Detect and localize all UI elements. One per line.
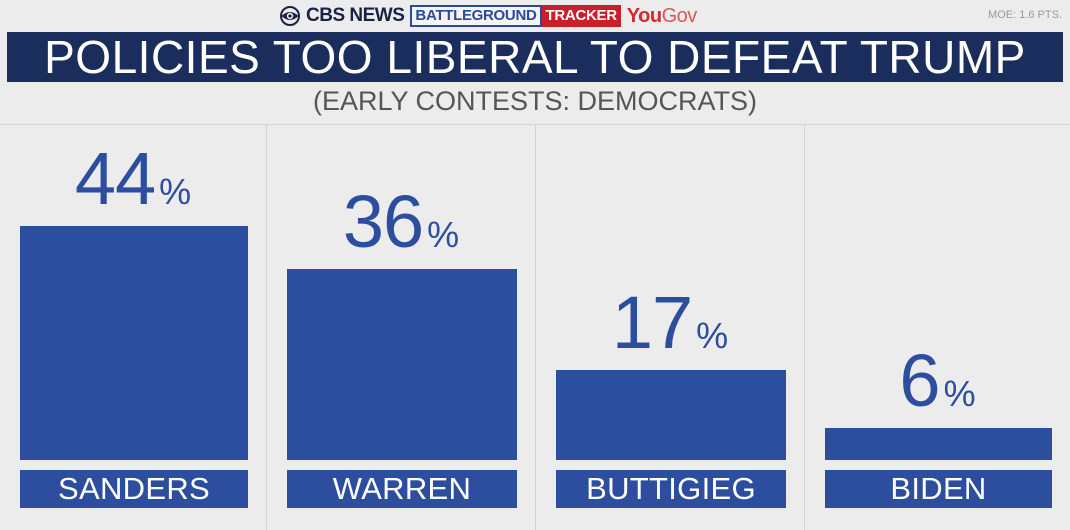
category-label-warren: WARREN — [287, 470, 517, 508]
cbs-eye-icon — [280, 6, 300, 26]
battleground-badge: BATTLEGROUND — [410, 5, 542, 27]
brand-logos: CBS NEWS BATTLEGROUND TRACKER YouGov — [280, 4, 697, 28]
branding-bar: CBS NEWS BATTLEGROUND TRACKER YouGov MOE… — [0, 0, 1070, 30]
margin-of-error: MOE: 1.6 PTS. — [988, 9, 1062, 21]
value-percent-sign: % — [943, 373, 976, 414]
chart-subtitle: (EARLY CONTESTS: DEMOCRATS) — [312, 86, 758, 116]
bar-column-biden: 6% BIDEN — [805, 125, 1070, 530]
category-label-sanders: SANDERS — [20, 470, 248, 508]
bar-sanders — [20, 226, 248, 460]
yougov-you: You — [626, 4, 662, 27]
bar-column-sanders: 44% SANDERS — [0, 125, 266, 530]
value-label-biden: 6% — [805, 344, 1070, 418]
tracker-badge: TRACKER — [541, 5, 621, 27]
value-number: 44 — [74, 137, 156, 220]
bar-warren — [287, 269, 517, 460]
panel-divider — [266, 125, 267, 530]
value-number: 36 — [342, 180, 424, 263]
title-bar: POLICIES TOO LIBERAL TO DEFEAT TRUMP — [7, 31, 1063, 83]
bar-column-warren: 36% WARREN — [267, 125, 535, 530]
value-label-buttigieg: 17% — [536, 286, 804, 360]
bar-buttigieg — [556, 370, 786, 460]
panel-divider — [535, 125, 536, 530]
yougov-logo: YouGov — [627, 5, 697, 28]
value-percent-sign: % — [427, 214, 460, 255]
category-label-buttigieg: BUTTIGIEG — [556, 470, 786, 508]
chart-title: POLICIES TOO LIBERAL TO DEFEAT TRUMP — [44, 31, 1026, 83]
yougov-gov: Gov — [661, 4, 698, 27]
cbs-news-logo: CBS NEWS — [306, 5, 405, 26]
bar-biden — [825, 428, 1052, 460]
bar-panels: 44% SANDERS 36% WARREN 17% BUTTIGIEG 6% BIDEN — [0, 124, 1070, 530]
value-percent-sign: % — [696, 315, 729, 356]
value-number: 6 — [899, 339, 940, 422]
value-label-sanders: 44% — [0, 142, 266, 216]
category-label-biden: BIDEN — [825, 470, 1052, 508]
value-percent-sign: % — [159, 171, 192, 212]
bar-column-buttigieg: 17% BUTTIGIEG — [536, 125, 804, 530]
panel-divider — [804, 125, 805, 530]
value-number: 17 — [611, 281, 693, 364]
value-label-warren: 36% — [267, 185, 535, 259]
